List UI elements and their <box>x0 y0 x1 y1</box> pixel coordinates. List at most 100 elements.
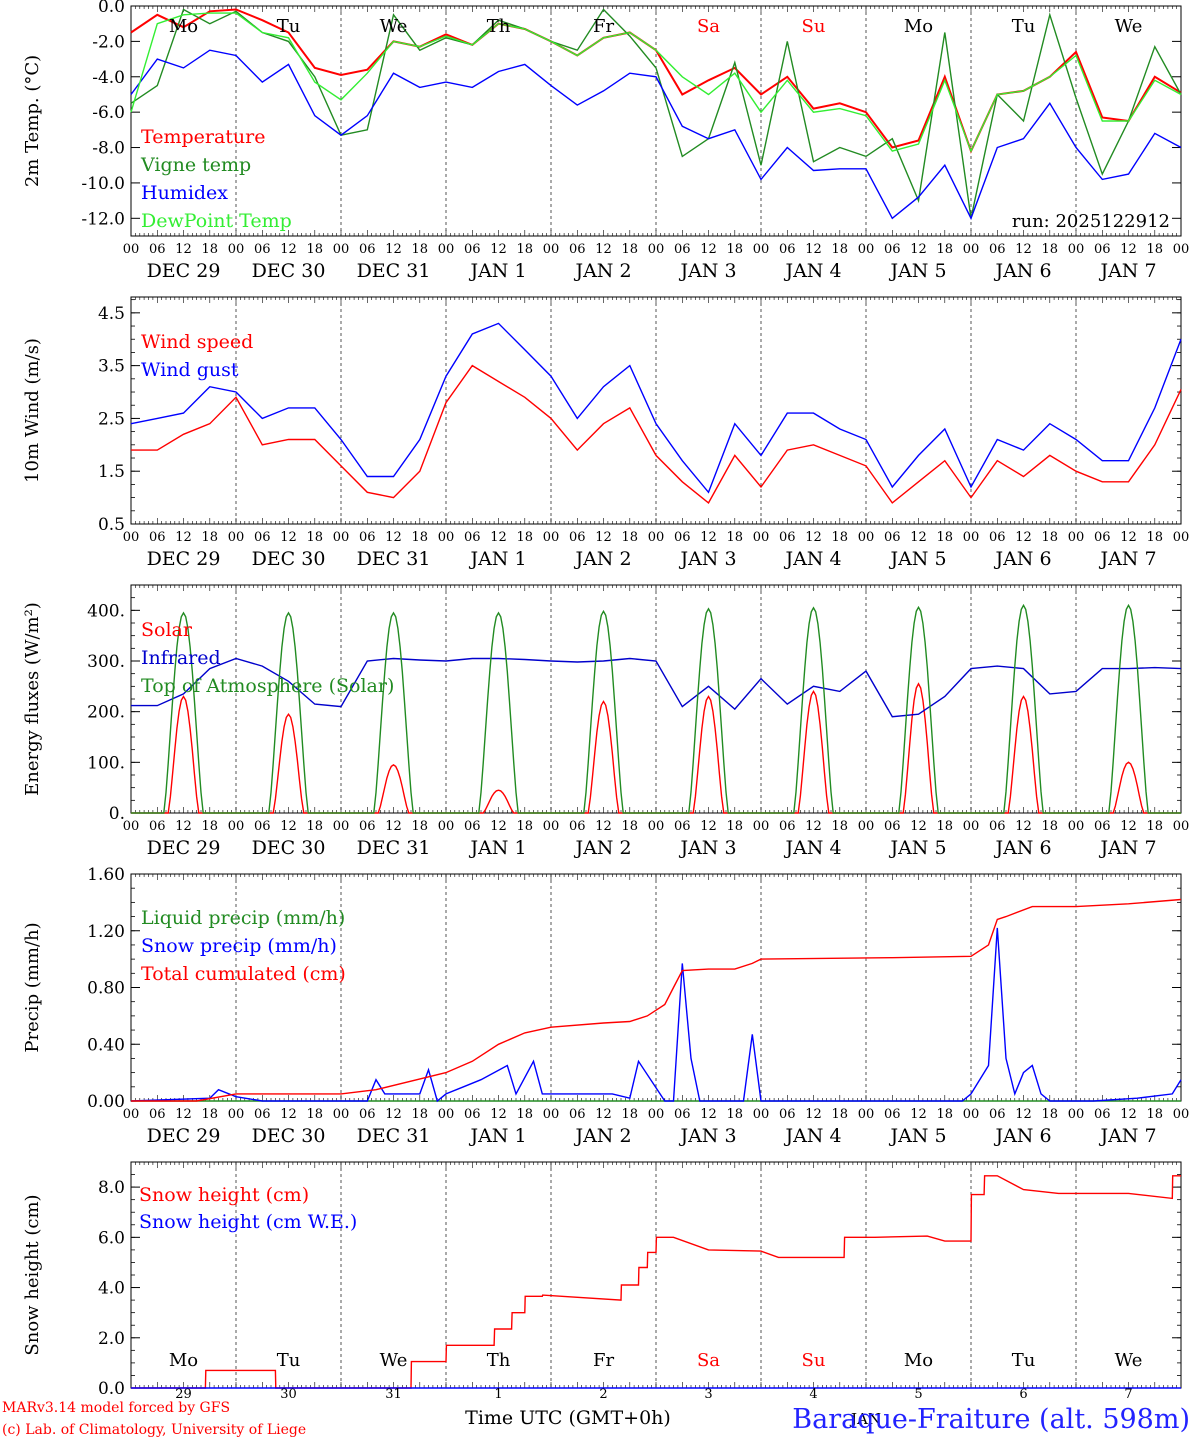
hour-label: 06 <box>149 819 166 834</box>
date-label: JAN 1 <box>468 837 526 859</box>
date-label: JAN 3 <box>678 837 736 859</box>
date-label: JAN 2 <box>573 260 631 282</box>
date-label: DEC 31 <box>357 837 431 859</box>
hour-label: 12 <box>385 1107 402 1122</box>
hour-label: 12 <box>1015 530 1032 545</box>
credit-lab: (c) Lab. of Climatology, University of L… <box>2 1422 306 1438</box>
hour-label: 06 <box>989 530 1006 545</box>
y-tick-label: 3.5 <box>98 357 125 377</box>
weekday-label: Fr <box>593 1350 614 1371</box>
hour-label: 06 <box>884 1107 901 1122</box>
hour-label: 00 <box>858 819 875 834</box>
date-label: JAN 5 <box>888 260 946 282</box>
panel-temperature: 0.0 -2.0 -4.0 -6.0 -8.0 -10.0 -12.0 2m Temp. (°… <box>22 0 1189 282</box>
hour-label: 00 <box>438 819 455 834</box>
hour-label: 06 <box>674 530 691 545</box>
weekday-label: We <box>1115 16 1143 37</box>
hour-label: 12 <box>595 530 612 545</box>
hour-label: 18 <box>411 819 428 834</box>
date-label: DEC 30 <box>252 260 326 282</box>
date-label: DEC 29 <box>147 1125 221 1147</box>
hour-label: 18 <box>831 242 848 257</box>
hour-label: 18 <box>936 242 953 257</box>
hour-label: 00 <box>753 1107 770 1122</box>
hour-label: 06 <box>464 242 481 257</box>
legend-entry: Snow precip (mm/h) <box>141 935 337 957</box>
hour-label: 06 <box>359 530 376 545</box>
hour-label: 00 <box>333 530 350 545</box>
hour-label: 12 <box>175 530 192 545</box>
y-axis-label: Energy fluxes (W/m²) <box>22 602 43 796</box>
hour-label: 18 <box>936 1107 953 1122</box>
hour-label: 06 <box>464 530 481 545</box>
hour-label: 00 <box>333 242 350 257</box>
hour-label: 12 <box>595 242 612 257</box>
hour-label: 00 <box>1068 1107 1085 1122</box>
series-line-infrared <box>131 657 1182 718</box>
hour-label: 18 <box>1146 530 1163 545</box>
date-label: JAN 4 <box>783 260 841 282</box>
day-number: 31 <box>385 1387 402 1402</box>
hour-label: 00 <box>438 242 455 257</box>
hour-label: 00 <box>228 819 245 834</box>
series-line-dewpoint-temp <box>130 12 1182 153</box>
panel-wind: 0.5 1.5 2.5 3.5 4.5 10m Wind (m/s) Wind speed W… <box>22 296 1189 570</box>
hour-label: 00 <box>1173 819 1190 834</box>
series-line-wind-speed <box>131 364 1182 504</box>
hour-label: 06 <box>359 819 376 834</box>
hour-label: 12 <box>1120 819 1137 834</box>
y-tick-label: -2.0 <box>92 32 125 52</box>
hour-label: 06 <box>464 819 481 834</box>
hour-label: 12 <box>805 530 822 545</box>
hour-label: 12 <box>700 819 717 834</box>
date-label: JAN 1 <box>468 1125 526 1147</box>
series-line-vigne-temp <box>130 8 1182 219</box>
hour-label: 06 <box>1094 1107 1111 1122</box>
hour-label: 12 <box>1015 242 1032 257</box>
date-label: JAN 4 <box>783 548 841 570</box>
legend-entry: Wind gust <box>141 359 239 381</box>
hour-label: 12 <box>385 530 402 545</box>
legend-entry: Total cumulated (cm) <box>141 963 346 985</box>
y-axis-label: 2m Temp. (°C) <box>22 55 43 187</box>
weekday-label: We <box>380 1350 408 1371</box>
y-tick-label: 1.60 <box>87 865 125 885</box>
hour-label: 00 <box>228 530 245 545</box>
hour-label: 12 <box>805 242 822 257</box>
hour-label: 12 <box>805 1107 822 1122</box>
series-line-snow-precip-mm-h <box>130 927 1182 1103</box>
hour-label: 06 <box>569 1107 586 1122</box>
y-axis-label: Snow height (cm) <box>22 1194 43 1355</box>
day-number: 30 <box>280 1387 297 1402</box>
legend-entry: Humidex <box>141 182 228 204</box>
hour-label: 12 <box>385 242 402 257</box>
hour-label: 06 <box>674 242 691 257</box>
hour-label: 12 <box>490 1107 507 1122</box>
weekday-label: Tu <box>277 1350 301 1371</box>
hour-label: 18 <box>411 1107 428 1122</box>
date-label: JAN 5 <box>888 548 946 570</box>
day-number: 29 <box>175 1387 192 1402</box>
hour-label: 06 <box>779 530 796 545</box>
hour-label: 12 <box>595 819 612 834</box>
hour-label: 18 <box>306 242 323 257</box>
weekday-label: Su <box>802 1350 826 1371</box>
hour-label: 18 <box>1146 819 1163 834</box>
hour-label: 18 <box>726 1107 743 1122</box>
date-label: JAN 6 <box>993 837 1051 859</box>
weekday-label: Th <box>487 16 511 37</box>
weekday-label: Sa <box>697 16 720 37</box>
hour-label: 18 <box>1146 1107 1163 1122</box>
hour-label: 06 <box>254 819 271 834</box>
hour-label: 18 <box>621 819 638 834</box>
y-tick-label: 100. <box>87 753 125 773</box>
date-label: JAN 7 <box>1098 548 1156 570</box>
month-label: JAN <box>849 1410 881 1428</box>
date-label: DEC 31 <box>357 260 431 282</box>
hour-ticks <box>130 1162 1182 1388</box>
date-label: JAN 4 <box>783 837 841 859</box>
date-label: DEC 30 <box>252 837 326 859</box>
weekday-label: Tu <box>277 16 301 37</box>
hour-label: 00 <box>648 819 665 834</box>
chart-panels: 0.0 -2.0 -4.0 -6.0 -8.0 -10.0 -12.0 2m Temp. (°… <box>22 0 1189 1402</box>
